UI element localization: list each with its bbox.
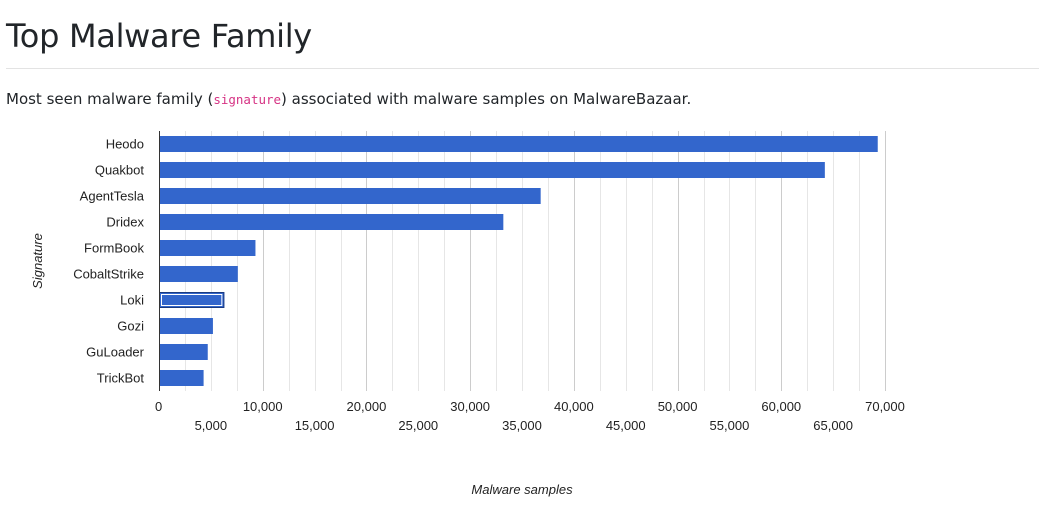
- category-label: Loki: [120, 293, 144, 308]
- title-divider: [6, 68, 1039, 69]
- bar-heodo[interactable]: [159, 136, 878, 152]
- category-label: Quakbot: [95, 163, 145, 178]
- x-tick-label: 25,000: [398, 418, 438, 433]
- x-axis-title: Malware samples: [471, 482, 573, 497]
- x-tick-label: 65,000: [813, 418, 853, 433]
- category-label: CobaltStrike: [73, 267, 144, 282]
- category-label: Dridex: [106, 215, 144, 230]
- x-tick-label: 30,000: [450, 399, 490, 414]
- page-description: Most seen malware family (signature) ass…: [6, 89, 691, 110]
- description-text-start: Most seen malware family (: [6, 90, 214, 108]
- x-tick-label: 55,000: [710, 418, 750, 433]
- bar-trickbot[interactable]: [159, 370, 204, 386]
- bar-guloader[interactable]: [159, 344, 208, 360]
- x-tick-label: 5,000: [195, 418, 228, 433]
- y-axis-title: Signature: [30, 233, 45, 289]
- bar-highlight-inner-outline: [161, 294, 223, 306]
- x-tick-label: 45,000: [606, 418, 646, 433]
- category-label: GuLoader: [86, 345, 144, 360]
- x-tick-label: 10,000: [243, 399, 283, 414]
- bar-quakbot[interactable]: [159, 162, 825, 178]
- signature-code: signature: [213, 92, 282, 107]
- description-text-end: ) associated with malware samples on Mal…: [281, 90, 692, 108]
- x-tick-label: 60,000: [761, 399, 801, 414]
- bars: [159, 136, 878, 386]
- bar-dridex[interactable]: [159, 214, 504, 230]
- x-tick-label: 15,000: [295, 418, 335, 433]
- category-label: Gozi: [117, 319, 144, 334]
- bar-gozi[interactable]: [159, 318, 213, 334]
- x-tick-label: 70,000: [865, 399, 905, 414]
- category-label: AgentTesla: [80, 189, 145, 204]
- bar-agenttesla[interactable]: [159, 188, 541, 204]
- x-tick-label: 0: [155, 399, 162, 414]
- category-labels: Heodo Quakbot AgentTesla Dridex FormBook Coba…: [73, 137, 145, 386]
- x-tick-label: 35,000: [502, 418, 542, 433]
- bar-loki[interactable]: [159, 292, 225, 308]
- x-tick-label: 20,000: [347, 399, 387, 414]
- x-tick-labels: 0 10,000 20,000 30,000 40,000 50,000 60,000 70,…: [155, 399, 905, 433]
- x-tick-label: 50,000: [658, 399, 698, 414]
- page-title: Top Malware Family: [6, 17, 312, 55]
- x-tick-label: 40,000: [554, 399, 594, 414]
- category-label: Heodo: [106, 137, 144, 152]
- bar-cobaltstrike[interactable]: [159, 266, 238, 282]
- category-label: TrickBot: [97, 371, 145, 386]
- bar-formbook[interactable]: [159, 240, 256, 256]
- category-label: FormBook: [84, 241, 144, 256]
